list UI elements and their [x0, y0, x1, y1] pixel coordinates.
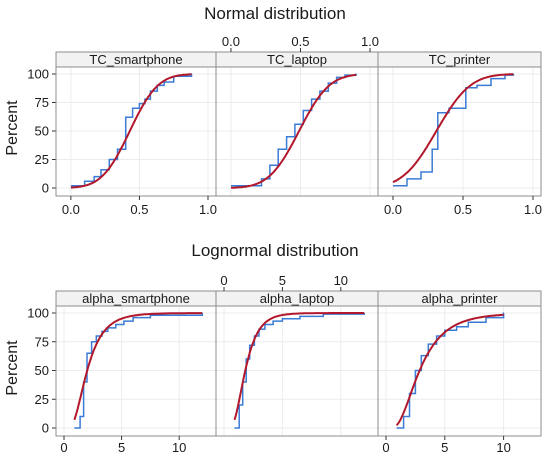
chart-title: Lognormal distribution [191, 241, 358, 260]
x-tick-label: 5 [279, 273, 286, 288]
y-axis-label: Percent [4, 340, 21, 396]
chart-title: Normal distribution [204, 4, 346, 23]
y-tick-label: 25 [35, 152, 49, 167]
x-tick-label: 1.0 [199, 202, 217, 217]
y-axis-label: Percent [4, 100, 21, 156]
x-tick-label: 0 [220, 273, 227, 288]
x-tick-label: 5 [118, 440, 125, 455]
x-tick-label: 0.0 [222, 34, 240, 49]
y-tick-label: 50 [35, 363, 49, 378]
facet-strip-label: TC_printer [429, 52, 491, 67]
y-tick-label: 25 [35, 392, 49, 407]
y-tick-label: 75 [35, 95, 49, 110]
y-tick-label: 0 [42, 421, 49, 436]
ecdf-step-line [70, 73, 193, 187]
x-tick-label: 0 [60, 440, 67, 455]
x-tick-label: 0.5 [454, 202, 472, 217]
facet-strip-label: TC_smartphone [89, 52, 182, 67]
y-tick-label: 0 [42, 181, 49, 196]
x-tick-label: 0.5 [291, 34, 309, 49]
facet-strip-label: alpha_smartphone [82, 291, 190, 306]
facet-strip [377, 51, 542, 68]
ecdf-step-line [231, 73, 357, 187]
fitted-cdf-curve [73, 312, 203, 421]
x-tick-label: 1.0 [524, 202, 542, 217]
x-tick-label: 0.0 [62, 202, 80, 217]
fitted-cdf-curve [230, 73, 357, 189]
fitted-cdf-curve [395, 313, 504, 426]
y-tick-label: 100 [27, 67, 49, 82]
fitted-cdf-curve [70, 73, 192, 189]
ecdf-step-line [393, 73, 515, 187]
facet-strip-label: alpha_laptop [260, 291, 334, 306]
facet-strip-label: TC_laptop [267, 52, 327, 67]
x-tick-label: 0.0 [384, 202, 402, 217]
x-tick-label: 10 [496, 440, 510, 455]
facet-strip-label: alpha_printer [422, 291, 499, 306]
x-tick-label: 0.5 [130, 202, 148, 217]
fitted-cdf-curve [392, 73, 514, 184]
y-tick-label: 50 [35, 124, 49, 139]
x-tick-label: 0 [382, 440, 389, 455]
facet-strip [377, 290, 542, 307]
y-tick-label: 75 [35, 334, 49, 349]
fitted-cdf-curve [233, 312, 365, 421]
x-tick-label: 5 [441, 440, 448, 455]
y-tick-label: 100 [27, 306, 49, 321]
x-tick-label: 1.0 [361, 34, 379, 49]
x-tick-label: 10 [334, 273, 348, 288]
x-tick-label: 10 [172, 440, 186, 455]
